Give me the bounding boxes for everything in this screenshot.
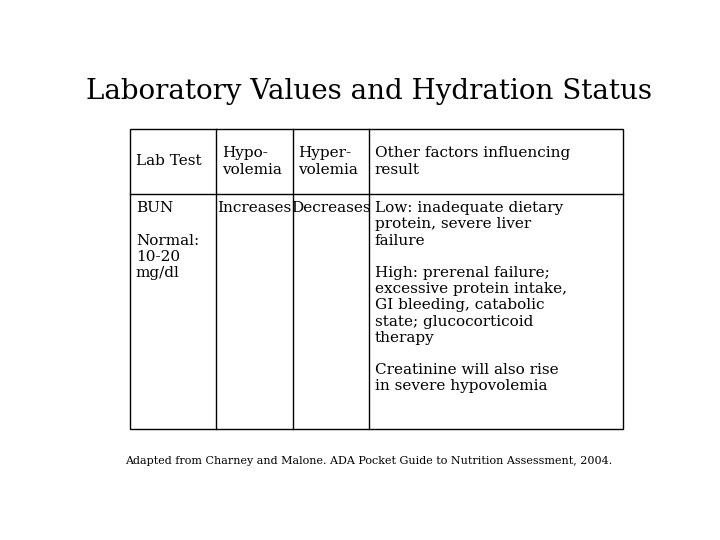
Text: Other factors influencing
result: Other factors influencing result: [374, 146, 570, 177]
Text: Lab Test: Lab Test: [136, 154, 202, 168]
Bar: [130, 129, 623, 429]
Text: Decreases: Decreases: [291, 201, 371, 215]
Text: Adapted from Charney and Malone. ADA Pocket Guide to Nutrition Assessment, 2004.: Adapted from Charney and Malone. ADA Poc…: [125, 456, 613, 465]
Text: Hypo-
volemia: Hypo- volemia: [222, 146, 282, 177]
Text: Laboratory Values and Hydration Status: Laboratory Values and Hydration Status: [86, 78, 652, 105]
Text: Hyper-
volemia: Hyper- volemia: [298, 146, 359, 177]
Text: BUN

Normal:
10-20
mg/dl: BUN Normal: 10-20 mg/dl: [136, 201, 199, 280]
Text: Low: inadequate dietary
protein, severe liver
failure

High: prerenal failure;
e: Low: inadequate dietary protein, severe …: [374, 201, 567, 393]
Text: Increases: Increases: [217, 201, 292, 215]
